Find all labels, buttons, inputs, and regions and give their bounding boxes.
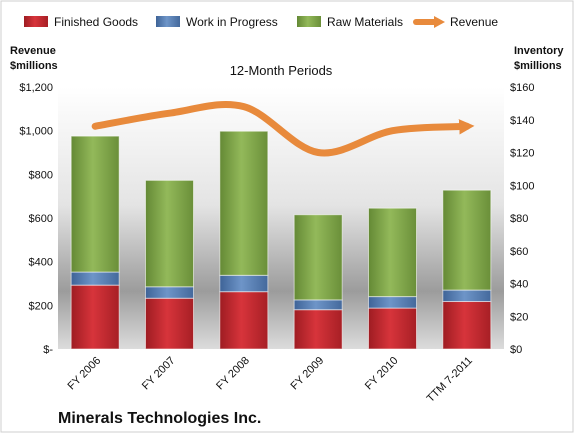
bar-raw-materials-1 (145, 179, 194, 288)
right-tick-label: $0 (510, 344, 522, 356)
bar-raw-materials-5 (442, 189, 492, 291)
right-tick-label: $120 (510, 148, 534, 160)
legend-swatch-1 (156, 16, 180, 27)
left-tick-label: $600 (29, 213, 53, 225)
left-tick-label: $1,200 (19, 82, 53, 94)
legend-label-2: Raw Materials (327, 15, 403, 29)
bars (70, 130, 492, 350)
bar-work-in-progress-0 (70, 271, 120, 286)
right-tick-label: $160 (510, 82, 534, 94)
right-axis-title-line2: $millions (514, 60, 562, 72)
bar-work-in-progress-4 (368, 296, 417, 309)
bar-finished-goods-0 (70, 284, 120, 350)
revenue-line (91, 100, 475, 157)
left-tick-label: $200 (29, 300, 53, 312)
left-axis-ticks: $- $200 $400 $600 $800 $1,000 $1,200 (19, 82, 53, 356)
right-tick-label: $80 (510, 213, 528, 225)
right-tick-label: $40 (510, 279, 528, 291)
bar-work-in-progress-5 (442, 289, 492, 303)
bar-finished-goods-4 (368, 307, 417, 350)
bar-finished-goods-2 (219, 291, 269, 350)
left-tick-label: $800 (29, 169, 53, 181)
right-tick-label: $140 (510, 115, 534, 127)
legend-swatch-2 (297, 16, 321, 27)
left-axis-title-line2: $millions (10, 60, 58, 72)
right-axis-ticks: $0 $20 $40 $60 $80 $100 $120 $140 $160 (510, 82, 534, 356)
bar-work-in-progress-3 (293, 299, 343, 311)
bar-raw-materials-4 (368, 207, 417, 298)
bar-finished-goods-3 (293, 309, 343, 350)
left-tick-label: $400 (29, 257, 53, 269)
left-tick-label: $1,000 (19, 126, 53, 138)
bar-raw-materials-2 (219, 130, 269, 276)
chart-subtitle: 12-Month Periods (230, 63, 333, 78)
bar-finished-goods-5 (442, 301, 492, 350)
legend-label-0: Finished Goods (54, 15, 138, 29)
left-tick-label: $- (43, 344, 53, 356)
legend: Finished Goods Work in Progress Raw Materi… (24, 15, 498, 29)
right-axis-title-line1: Inventory (514, 45, 564, 57)
legend-label-1: Work in Progress (186, 15, 278, 29)
right-tick-label: $100 (510, 180, 534, 192)
right-tick-label: $20 (510, 311, 528, 323)
revenue-line-layer (91, 100, 475, 157)
bar-work-in-progress-1 (145, 286, 194, 299)
left-axis-title-line1: Revenue (10, 45, 56, 57)
bar-finished-goods-1 (145, 297, 194, 350)
right-tick-label: $60 (510, 246, 528, 258)
bar-raw-materials-0 (70, 135, 120, 273)
company-name: Minerals Technologies Inc. (58, 410, 261, 427)
legend-swatch-0 (24, 16, 48, 27)
bar-raw-materials-3 (293, 214, 343, 301)
bar-work-in-progress-2 (219, 274, 269, 293)
legend-label-3: Revenue (450, 15, 498, 29)
legend-arrow (434, 16, 445, 28)
